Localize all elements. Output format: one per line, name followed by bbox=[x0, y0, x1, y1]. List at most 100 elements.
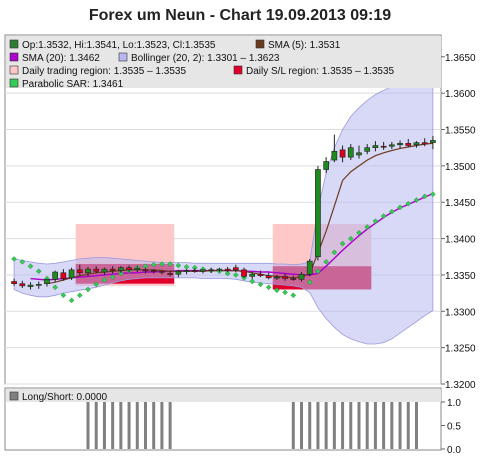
candle-body bbox=[76, 269, 83, 274]
sub-y-tick-label: 0.0 bbox=[447, 445, 461, 456]
candle-body bbox=[274, 276, 280, 279]
psar-point bbox=[397, 204, 403, 211]
long-short-bar bbox=[373, 402, 377, 449]
psar-point bbox=[159, 261, 165, 267]
long-short-bar bbox=[291, 402, 295, 449]
candle-body bbox=[315, 169, 321, 258]
legend-swatch-ohlc bbox=[9, 39, 19, 49]
candle-body bbox=[191, 270, 198, 272]
long-short-bar bbox=[406, 402, 410, 449]
y-tick-label: 1.3250 bbox=[445, 344, 476, 355]
candle-body bbox=[306, 260, 313, 275]
candle-body bbox=[364, 147, 371, 152]
long-short-bar bbox=[341, 402, 345, 449]
legend-swatch-trading-region bbox=[9, 65, 19, 75]
candle-body bbox=[159, 271, 165, 273]
candle-body bbox=[421, 142, 428, 145]
psar-point bbox=[175, 262, 182, 269]
legend-background bbox=[6, 36, 441, 88]
candle-body bbox=[183, 270, 190, 272]
psar-point bbox=[27, 263, 34, 269]
long-short-bar bbox=[143, 402, 147, 449]
y-tick-label: 1.3400 bbox=[445, 235, 476, 246]
psar-point bbox=[323, 259, 329, 265]
psar-point bbox=[11, 256, 17, 262]
candle-body bbox=[150, 270, 157, 272]
psar-point bbox=[405, 200, 412, 207]
legend-swatch-sl-region bbox=[233, 65, 243, 75]
long-short-bar bbox=[152, 402, 156, 449]
candle-body bbox=[167, 273, 173, 275]
sub-y-tick-label: 1.0 bbox=[447, 398, 461, 409]
candle-body bbox=[85, 268, 91, 274]
long-short-bar bbox=[316, 402, 320, 449]
psar-point bbox=[421, 193, 428, 200]
psar-point bbox=[35, 268, 42, 275]
candle-body bbox=[380, 145, 387, 148]
psar-point bbox=[85, 286, 91, 293]
candle-body bbox=[298, 273, 305, 280]
long-short-bar bbox=[127, 402, 131, 449]
legend-swatch-bollinger bbox=[118, 52, 128, 62]
psar-point bbox=[150, 261, 157, 268]
candle-body bbox=[142, 269, 149, 272]
legend-swatch-sma5 bbox=[255, 39, 265, 49]
sma5-line bbox=[46, 142, 433, 285]
candle-body bbox=[388, 144, 395, 147]
sub-y-tick-label: 0.5 bbox=[447, 422, 461, 433]
candle-body bbox=[372, 145, 379, 148]
long-short-bar bbox=[102, 402, 106, 449]
candle-body bbox=[52, 271, 59, 280]
bollinger-layer bbox=[13, 75, 434, 345]
line-layer bbox=[30, 142, 434, 285]
psar-point bbox=[101, 277, 108, 283]
legend: Op:1.3532, Hi:1.3541, Lo:1.3523, Cl:1.35… bbox=[6, 36, 441, 90]
psar-point bbox=[167, 261, 173, 267]
psar-point bbox=[274, 287, 280, 293]
long-short-bar bbox=[86, 402, 90, 449]
psar-point bbox=[364, 224, 370, 230]
long-short-bar bbox=[135, 402, 139, 449]
candle-body bbox=[347, 147, 354, 158]
psar-point bbox=[282, 289, 288, 296]
psar-point bbox=[339, 240, 346, 247]
long-short-bar bbox=[414, 402, 418, 449]
y-tick-label: 1.3450 bbox=[445, 198, 476, 209]
legend-swatch-long-short bbox=[9, 391, 19, 401]
psar-point bbox=[19, 259, 26, 265]
price-axis: 1.3650 1.3600 1.3550 1.3500 1.3450 1.3400 1.33… bbox=[441, 53, 476, 391]
candle-body bbox=[282, 276, 288, 279]
candle-body bbox=[257, 273, 264, 276]
candle-body bbox=[109, 268, 116, 271]
psar-point bbox=[306, 279, 313, 285]
candle-body bbox=[60, 272, 67, 279]
legend-swatch-sma20 bbox=[9, 52, 19, 62]
candle-body bbox=[134, 268, 141, 271]
candle-body bbox=[405, 143, 412, 146]
candle-body bbox=[216, 268, 223, 271]
candle-body bbox=[11, 281, 17, 284]
candle-body bbox=[208, 269, 215, 272]
long-short-legend-background bbox=[6, 389, 441, 402]
candle-body bbox=[249, 273, 256, 277]
candle-body bbox=[356, 152, 362, 156]
candle-body bbox=[93, 268, 100, 272]
long-short-bar bbox=[365, 402, 369, 449]
long-short-bar bbox=[308, 402, 312, 449]
psar-point bbox=[257, 281, 264, 288]
long-short-bar bbox=[300, 402, 304, 449]
chart-title: Forex um Neun - Chart 19.09.2013 09:19 bbox=[89, 7, 391, 24]
psar-point bbox=[233, 272, 239, 278]
legend-long-short: Long/Short: 0.0000 bbox=[22, 392, 108, 403]
candle-body bbox=[290, 278, 297, 280]
candle-body bbox=[323, 161, 329, 170]
long-short-bar bbox=[382, 402, 386, 449]
candle-body bbox=[241, 269, 247, 277]
psar-point bbox=[372, 218, 379, 224]
candle-body bbox=[232, 267, 239, 271]
long-short-bar bbox=[119, 402, 123, 449]
candle-body bbox=[413, 142, 420, 146]
candle-body bbox=[44, 278, 50, 284]
y-tick-label: 1.3200 bbox=[445, 380, 476, 391]
